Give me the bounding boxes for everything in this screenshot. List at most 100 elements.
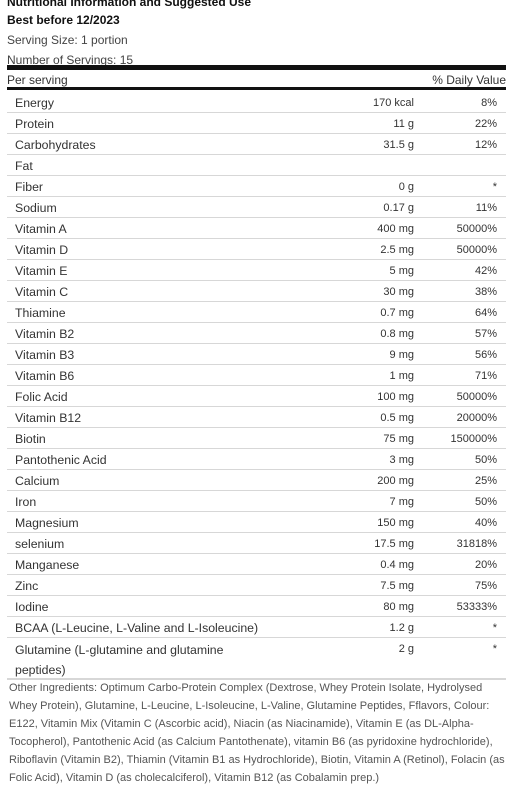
nutrient-name: Magnesium <box>15 516 79 530</box>
nutrient-name: Vitamin E <box>15 264 68 278</box>
table-row: Folic Acid 100 mg 50000% <box>7 386 506 407</box>
table-row: Sodium 0.17 g 11% <box>7 197 506 218</box>
nutrient-name: Glutamine (L-glutamine and glutamine pep… <box>15 643 224 677</box>
nutrient-name: BCAA (L-Leucine, L-Valine and L-Isoleuci… <box>15 621 259 635</box>
table-row: Fat <box>7 155 506 176</box>
nutrient-amount: 7 mg <box>389 496 414 508</box>
daily-value-percent: 75% <box>474 580 497 592</box>
table-row: Zinc 7.5 mg 75% <box>7 575 506 596</box>
nutrient-amount: 100 mg <box>377 391 414 403</box>
table-row: Vitamin A 400 mg 50000% <box>7 218 506 239</box>
table-row: Vitamin B3 9 mg 56% <box>7 344 506 365</box>
nutrient-name: Energy <box>15 96 54 110</box>
thick-divider <box>7 65 506 70</box>
nutrient-name: Pantothenic Acid <box>15 453 107 467</box>
nutrient-name: Vitamin D <box>15 243 69 257</box>
nutrient-name: selenium <box>15 537 65 551</box>
nutrient-amount: 0.8 mg <box>380 328 414 340</box>
daily-value-percent: 64% <box>474 307 497 319</box>
nutrient-amount: 5 mg <box>389 265 414 277</box>
table-row: Magnesium 150 mg 40% <box>7 512 506 533</box>
nutrient-name: Thiamine <box>15 306 66 320</box>
daily-value-percent: 71% <box>474 370 497 382</box>
daily-value-percent: 50% <box>474 496 497 508</box>
nutrient-amount: 7.5 mg <box>380 580 414 592</box>
daily-value-label: % Daily Value <box>432 73 506 87</box>
table-row: Fiber 0 g * <box>7 176 506 197</box>
nutrient-name: Carbohydrates <box>15 138 96 152</box>
nutrient-amount: 3 mg <box>389 454 414 466</box>
daily-value-percent: 8% <box>481 97 497 109</box>
nutrient-name: Vitamin A <box>15 222 67 236</box>
nutrient-amount: 17.5 mg <box>374 538 414 550</box>
daily-value-percent: 56% <box>474 349 497 361</box>
table-row: Glutamine (L-glutamine and glutamine pep… <box>7 638 506 680</box>
other-ingredients: Other Ingredients: Optimum Carbo-Protein… <box>9 682 505 784</box>
nutrient-amount: 150 mg <box>377 517 414 529</box>
daily-value-percent: 38% <box>474 286 497 298</box>
nutrient-name: Protein <box>15 117 54 131</box>
daily-value-percent: * <box>492 622 497 634</box>
divider <box>7 678 506 679</box>
daily-value-percent: 12% <box>474 139 497 151</box>
nutrient-amount: 0.4 mg <box>380 559 414 571</box>
daily-value-percent: 50000% <box>456 244 497 256</box>
nutrient-amount: 0.5 mg <box>380 412 414 424</box>
nutrient-amount: 0 g <box>398 181 414 193</box>
daily-value-percent: 50000% <box>456 223 497 235</box>
nutrient-name: Folic Acid <box>15 390 68 404</box>
daily-value-percent: * <box>492 643 497 655</box>
daily-value-percent: 50000% <box>456 391 497 403</box>
table-row: Thiamine 0.7 mg 64% <box>7 302 506 323</box>
nutrient-amount: 170 kcal <box>373 97 414 109</box>
nutrient-amount: 80 mg <box>383 601 414 613</box>
table-row: Carbohydrates 31.5 g 12% <box>7 134 506 155</box>
nutrient-name: Vitamin B2 <box>15 327 75 341</box>
nutrient-name: Biotin <box>15 432 46 446</box>
nutrient-amount: 31.5 g <box>383 139 414 151</box>
nutrition-header: Nutritional Information and Suggested Us… <box>7 0 507 68</box>
nutrient-amount: 1.2 g <box>389 622 414 634</box>
table-row: Iodine 80 mg 53333% <box>7 596 506 617</box>
nutrient-name: Zinc <box>15 579 39 593</box>
nutrient-amount: 1 mg <box>389 370 414 382</box>
table-row: Pantothenic Acid 3 mg 50% <box>7 449 506 470</box>
page-title: Nutritional Information and Suggested Us… <box>7 0 252 9</box>
daily-value-percent: 53333% <box>456 601 497 613</box>
nutrient-name: Iodine <box>15 600 49 614</box>
table-row: Biotin 75 mg 150000% <box>7 428 506 449</box>
nutrient-amount: 30 mg <box>383 286 414 298</box>
daily-value-percent: 40% <box>474 517 497 529</box>
daily-value-percent: 22% <box>474 118 497 130</box>
daily-value-percent: 11% <box>475 202 497 214</box>
nutrient-amount: 9 mg <box>389 349 414 361</box>
nutrient-amount: 400 mg <box>377 223 414 235</box>
nutrient-name: Vitamin B3 <box>15 348 75 362</box>
serving-size: Serving Size: 1 portion <box>7 33 128 47</box>
nutrient-amount: 2 g <box>398 643 414 655</box>
table-column-header: Per serving % Daily Value <box>7 70 506 90</box>
nutrient-name: Iron <box>15 495 37 509</box>
number-of-servings: Number of Servings: 15 <box>7 53 134 67</box>
nutrient-name: Vitamin C <box>15 285 69 299</box>
table-row: Protein 11 g 22% <box>7 113 506 134</box>
daily-value-percent: * <box>492 181 497 193</box>
nutrient-name: Fiber <box>15 180 44 194</box>
table-row: Iron 7 mg 50% <box>7 491 506 512</box>
table-row: Vitamin B6 1 mg 71% <box>7 365 506 386</box>
table-row: Vitamin C 30 mg 38% <box>7 281 506 302</box>
nutrient-name: Manganese <box>15 558 80 572</box>
nutrient-name: Calcium <box>15 474 60 488</box>
nutrient-amount: 0.17 g <box>383 202 414 214</box>
daily-value-percent: 42% <box>474 265 497 277</box>
nutrient-amount: 2.5 mg <box>380 244 414 256</box>
nutrition-table: Energy 170 kcal 8% Protein 11 g 22% Carbohydra… <box>7 92 506 680</box>
table-row: Calcium 200 mg 25% <box>7 470 506 491</box>
daily-value-percent: 50% <box>474 454 497 466</box>
daily-value-percent: 20% <box>474 559 497 571</box>
daily-value-percent: 20000% <box>456 412 497 424</box>
table-row: Manganese 0.4 mg 20% <box>7 554 506 575</box>
best-before-date: Best before 12/2023 <box>7 13 120 27</box>
daily-value-percent: 31818% <box>456 538 497 550</box>
daily-value-percent: 150000% <box>450 433 498 445</box>
